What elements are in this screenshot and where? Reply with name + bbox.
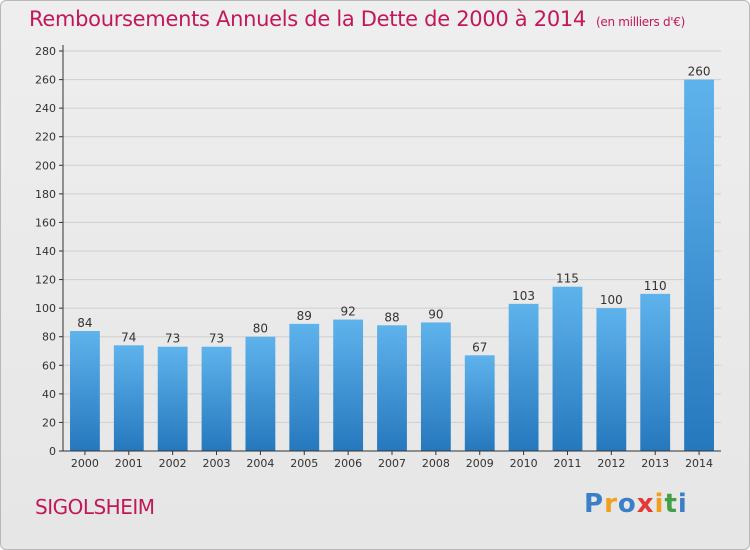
bar[interactable] (684, 79, 714, 452)
x-tick-label: 2007 (378, 457, 406, 470)
x-tick-label: 2003 (203, 457, 231, 470)
bar[interactable] (420, 322, 451, 451)
bar[interactable] (552, 286, 583, 451)
x-tick-label: 2005 (290, 457, 318, 470)
proxiti-logo[interactable]: Proxiti (584, 489, 688, 519)
bar[interactable] (70, 331, 100, 451)
x-tick-label: 2002 (159, 457, 187, 470)
x-tick-label: 2009 (466, 457, 494, 470)
bars: 84 74 73 73 80 89 92 88 90 67 103 115 100 110 260 (70, 65, 714, 452)
data-label: 260 (688, 65, 711, 79)
bar[interactable] (596, 308, 627, 451)
y-tick-label: 260 (35, 74, 56, 87)
data-label: 110 (644, 279, 667, 293)
bar[interactable] (157, 346, 188, 451)
y-tick-label: 0 (49, 445, 56, 458)
bar[interactable] (464, 355, 495, 451)
x-tick-label: 2010 (510, 457, 538, 470)
x-tick-label: 2006 (334, 457, 362, 470)
chart-unit: (en milliers d'€) (596, 15, 686, 29)
city-name: SIGOLSHEIM (35, 495, 155, 519)
bar[interactable] (201, 346, 232, 451)
y-tick-label: 80 (42, 331, 56, 344)
data-label: 80 (253, 322, 268, 336)
bar[interactable] (508, 303, 539, 451)
y-tick-label: 100 (35, 302, 56, 315)
bar[interactable] (245, 336, 276, 451)
data-label: 74 (121, 330, 136, 344)
data-label: 115 (556, 272, 579, 286)
data-label: 67 (472, 340, 487, 354)
x-tick-label: 2011 (553, 457, 581, 470)
x-tick-label: 2001 (115, 457, 143, 470)
y-tick-label: 280 (35, 45, 56, 58)
y-tick-label: 60 (42, 359, 56, 372)
data-label: 100 (600, 293, 623, 307)
bar[interactable] (289, 323, 320, 451)
y-tick-label: 160 (35, 216, 56, 229)
bar[interactable] (333, 319, 364, 451)
bar[interactable] (377, 325, 407, 451)
y-tick-label: 220 (35, 131, 56, 144)
data-label: 103 (512, 289, 535, 303)
x-tick-label: 2012 (597, 457, 625, 470)
axes: 0 20 40 60 80 100 120 140 160 180 200 220 240 260 280 2… (35, 45, 721, 470)
x-tick-label: 2000 (71, 457, 99, 470)
x-tick-label: 2004 (246, 457, 274, 470)
bar[interactable] (640, 293, 671, 451)
data-label: 89 (297, 309, 312, 323)
y-tick-label: 240 (35, 102, 56, 115)
y-tick-label: 120 (35, 274, 56, 287)
data-label: 73 (209, 332, 224, 346)
data-label: 90 (428, 307, 443, 321)
x-tick-label: 2013 (641, 457, 669, 470)
bar[interactable] (113, 345, 144, 451)
data-label: 92 (340, 305, 355, 319)
y-tick-label: 40 (42, 388, 56, 401)
y-tick-label: 200 (35, 159, 56, 172)
chart-title-text: Remboursements Annuels de la Dette de 20… (29, 7, 586, 31)
x-tick-label: 2014 (685, 457, 713, 470)
chart-title: Remboursements Annuels de la Dette de 20… (29, 7, 685, 31)
data-label: 88 (384, 310, 399, 324)
x-tick-label: 2008 (422, 457, 450, 470)
data-label: 73 (165, 332, 180, 346)
y-tick-label: 180 (35, 188, 56, 201)
y-tick-label: 140 (35, 245, 56, 258)
y-tick-label: 20 (42, 416, 56, 429)
data-label: 84 (77, 316, 92, 330)
